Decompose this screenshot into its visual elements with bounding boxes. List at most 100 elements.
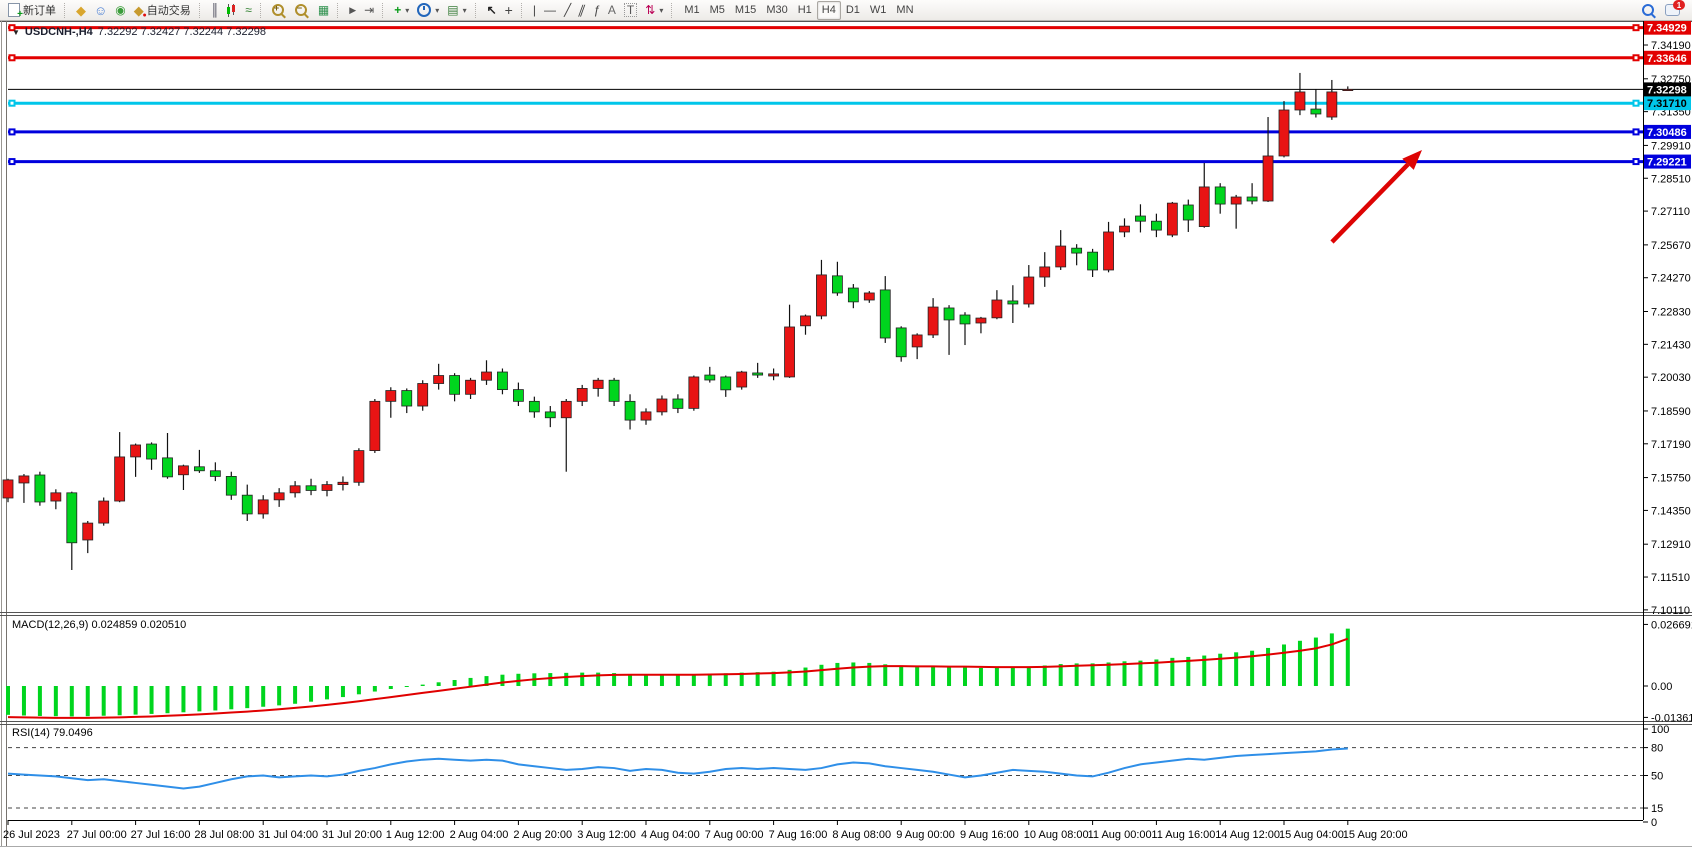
search-button[interactable] [1638,0,1661,20]
paint-bucket-icon: ◆ [76,2,86,18]
trendline-button[interactable]: ╱ [560,0,575,20]
svg-text:11 Aug 00:00: 11 Aug 00:00 [1088,829,1152,841]
fibonacci-icon: ƒ [593,3,600,17]
svg-text:7.25670: 7.25670 [1651,240,1691,252]
svg-text:4 Aug 04:00: 4 Aug 04:00 [641,829,700,841]
tab-timeframe-h4[interactable]: H4 [816,0,841,20]
svg-text:9 Aug 16:00: 9 Aug 16:00 [960,829,1019,841]
svg-text:14 Aug 12:00: 14 Aug 12:00 [1215,829,1280,841]
crosshair-button[interactable]: + [501,0,517,20]
tab-timeframe-m30[interactable]: M30 [766,4,788,16]
svg-text:7.18590: 7.18590 [1651,406,1691,418]
chevron-down-icon: ▾ [435,5,440,15]
svg-text:8 Aug 08:00: 8 Aug 08:00 [832,829,891,841]
svg-text:7.29910: 7.29910 [1651,140,1691,152]
autotrading-button[interactable]: ◆ ● 自动交易 [130,0,195,20]
arrows-tool-button[interactable]: ⇅ ▾ [641,0,667,20]
new-order-icon: + [8,3,23,20]
svg-text:9 Aug 00:00: 9 Aug 00:00 [896,829,955,841]
text-button[interactable]: A [604,0,620,20]
svg-text:27 Jul 16:00: 27 Jul 16:00 [131,829,191,841]
zoom-in-icon: + [271,3,284,16]
community-icon: ☺ [94,2,108,18]
indicators-plus-icon: + [394,3,402,17]
svg-text:7.20030: 7.20030 [1651,372,1691,384]
tab-timeframe-m15[interactable]: M15 [734,4,757,16]
svg-text:10 Aug 08:00: 10 Aug 08:00 [1024,829,1089,841]
svg-text:7.12910: 7.12910 [1651,539,1691,551]
auto-scroll-button[interactable]: ▶ [345,0,360,20]
svg-text:27 Jul 00:00: 27 Jul 00:00 [67,829,127,841]
svg-text:7 Aug 16:00: 7 Aug 16:00 [769,829,828,841]
trend-arrow-annotation [1330,150,1422,244]
tab-timeframe-w1[interactable]: W1 [869,4,887,16]
chart-frame [0,21,1692,847]
chart-shift-button[interactable]: ⇥ [360,0,378,20]
vertical-line-button[interactable]: | [529,0,540,20]
rsi-indicator-label: RSI(14) 79.0496 [12,727,93,739]
svg-text:7.24270: 7.24270 [1651,273,1691,285]
templates-button[interactable]: ▤ ▾ [443,0,470,20]
svg-text:7.28510: 7.28510 [1651,173,1691,185]
macd-indicator-label: MACD(12,26,9) 0.024859 0.020510 [12,619,187,631]
toolbar-separator [520,2,525,18]
cursor-icon: ↖ [486,3,497,17]
text-label-button[interactable]: T [620,0,641,20]
fibonacci-button[interactable]: ƒ [589,0,604,20]
toolbar-separator [474,2,479,18]
tile-windows-button[interactable]: ▦ [314,0,333,20]
ohlc-values-label: 7.32292 7.32427 7.32244 7.32298 [97,26,266,38]
tab-timeframe-h1[interactable]: H1 [797,4,812,16]
cursor-button[interactable]: ↖ [483,0,501,20]
chevron-down-icon: ▾ [462,5,467,15]
horizontal-line-button[interactable]: — [540,0,560,20]
templates-icon: ▤ [447,3,459,17]
signals-button[interactable]: ◉ [111,0,129,20]
community-button[interactable]: ☺ [90,0,111,20]
svg-text:7.27110: 7.27110 [1651,206,1690,218]
time-axis: 26 Jul 2023 27 Jul 00:00 27 Jul 16:00 28 Ju… [3,820,1408,841]
chart-title: ▼ USDCNH-,H4 7.32292 7.32427 7.32244 7.3… [12,26,266,38]
main-toolbar: + 新订单 ◆ ☺ ◉ ◆ ● 自动交易 ║ ≈ + − [0,0,1692,21]
channel-button[interactable]: ∥ [575,0,589,20]
svg-text:7.31710: 7.31710 [1647,98,1687,110]
svg-text:1 Aug 12:00: 1 Aug 12:00 [386,829,445,841]
zoom-in-button[interactable]: + [268,0,291,20]
chart-candles-button[interactable] [223,0,241,20]
tab-timeframe-m5[interactable]: M5 [709,4,725,16]
svg-text:11 Aug 16:00: 11 Aug 16:00 [1151,829,1215,841]
svg-text:80: 80 [1651,743,1663,755]
toolbar-separator [671,2,675,18]
toolbar-separator [382,2,386,18]
zoom-out-icon: − [294,3,307,16]
styler-button[interactable]: ◆ [72,0,90,20]
svg-text:7.14350: 7.14350 [1651,505,1691,517]
tab-timeframe-d1[interactable]: D1 [845,4,860,16]
tab-timeframe-mn[interactable]: MN [896,4,914,16]
svg-text:2 Aug 04:00: 2 Aug 04:00 [450,829,509,841]
chart-shift-icon: ⇥ [364,3,375,17]
toolbar-separator [337,2,341,18]
tab-timeframe-m1[interactable]: M1 [684,4,700,16]
svg-text:7.11510: 7.11510 [1651,572,1690,584]
svg-text:3 Aug 12:00: 3 Aug 12:00 [577,829,636,841]
chat-button[interactable]: 1 [1661,0,1692,20]
indicators-button[interactable]: + ▾ [390,0,413,20]
text-icon: A [607,3,616,17]
new-order-button[interactable]: + 新订单 [4,0,60,20]
svg-text:7.22830: 7.22830 [1651,306,1691,318]
svg-text:7 Aug 00:00: 7 Aug 00:00 [705,829,764,841]
autotrading-icon: ◆ ● [133,2,147,19]
rsi-panel: 100 80 50 15 0 [7,724,1669,829]
candlestick-icon [227,3,237,17]
chart-bars-button[interactable]: ║ [207,0,224,20]
signal-icon: ◉ [115,3,126,17]
chart-line-button[interactable]: ≈ [241,0,256,20]
auto-scroll-icon: ▶ [349,4,357,15]
svg-text:7.21430: 7.21430 [1651,339,1691,351]
periods-button[interactable]: ▾ [413,0,443,20]
svg-text:7.33646: 7.33646 [1647,53,1687,65]
svg-text:7.17190: 7.17190 [1651,439,1691,451]
zoom-out-button[interactable]: − [291,0,314,20]
